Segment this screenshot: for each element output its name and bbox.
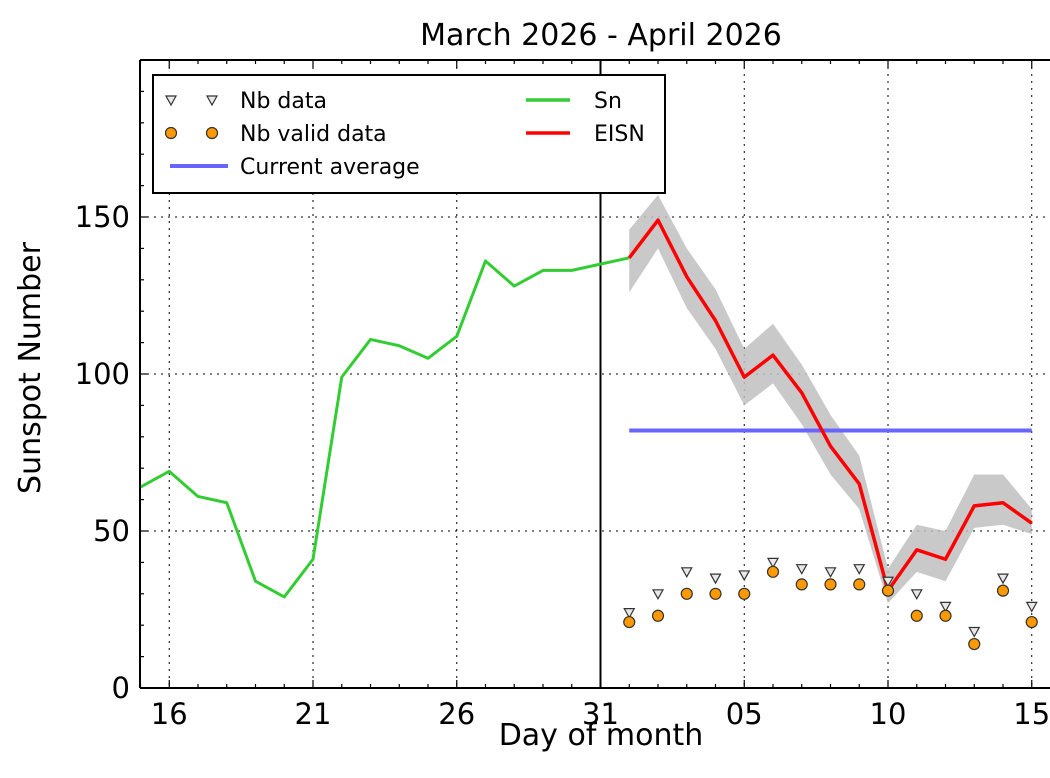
legend: Nb data Nb valid data Current average Sn EIS… — [152, 74, 666, 194]
nb-valid-data-point — [680, 587, 693, 600]
legend-label: Sn — [594, 89, 622, 114]
eisn-error-band-layer — [629, 195, 1032, 604]
y-tick-label: 0 — [112, 671, 130, 705]
legend-box — [152, 74, 666, 194]
axes-frame — [139, 59, 1050, 689]
nb-valid-data-point — [996, 584, 1010, 597]
x-tick-label: 31 — [582, 697, 619, 731]
y-tick-label: 50 — [93, 514, 130, 548]
nb-valid-data-point — [853, 578, 866, 591]
nb-valid-data-point — [795, 578, 808, 591]
nb-valid-data-point — [766, 565, 780, 578]
legend-circle-marker — [205, 126, 219, 140]
x-tick-label: 10 — [870, 697, 907, 731]
y-axis-label: Sunspot Number — [13, 241, 48, 494]
eisn-error-band — [629, 195, 1032, 604]
y-tick-label: 100 — [75, 357, 130, 391]
nb-data-point — [939, 601, 952, 613]
nb-data-point — [680, 567, 693, 579]
legend-label: Nb valid data — [240, 122, 387, 147]
nb-data-point — [795, 564, 808, 575]
nb-data-point — [651, 589, 665, 601]
x-axis-label: Day of month — [499, 718, 704, 753]
x-tick-label: 21 — [295, 697, 332, 731]
nb-data-point — [738, 570, 751, 582]
nb-valid-data-point — [651, 609, 665, 622]
y-tick-label: 150 — [75, 200, 130, 234]
nb-data-point — [968, 626, 981, 638]
nb-data-point — [709, 573, 722, 585]
chart-title: March 2026 - April 2026 — [420, 18, 782, 53]
legend-label: Nb data — [240, 89, 327, 114]
sn-series-line — [139, 256, 630, 599]
nb-valid-data-point — [1025, 615, 1038, 629]
x-tick-label: 16 — [151, 697, 188, 731]
nb-data-point — [910, 589, 923, 601]
nb-data-point — [766, 557, 780, 569]
eisn-series-line — [627, 218, 1033, 593]
nb-valid-data-point — [824, 578, 837, 591]
x-tick-label: 26 — [438, 697, 475, 731]
marker-layer — [623, 557, 1038, 651]
legend-label: Current average — [240, 155, 420, 180]
nb-valid-data-point — [738, 587, 751, 600]
nb-data-point — [1025, 601, 1038, 613]
nb-valid-data-point — [623, 615, 636, 629]
nb-data-point — [996, 573, 1010, 585]
nb-data-point — [824, 567, 837, 579]
legend-circle-marker — [164, 126, 178, 140]
legend-label: EISN — [594, 122, 645, 147]
legend-triangle-marker — [164, 95, 178, 107]
nb-valid-data-point — [881, 584, 895, 597]
legend-triangle-marker — [205, 95, 219, 107]
nb-valid-data-point — [709, 587, 722, 600]
x-tick-label: 05 — [726, 697, 763, 731]
nb-data-point — [623, 608, 636, 619]
nb-data-point — [853, 564, 866, 575]
nb-valid-data-point — [939, 609, 952, 622]
nb-data-point — [881, 576, 895, 588]
x-tick-label: 15 — [1013, 697, 1050, 731]
nb-valid-data-point — [910, 609, 923, 622]
nb-valid-data-point — [968, 637, 981, 651]
